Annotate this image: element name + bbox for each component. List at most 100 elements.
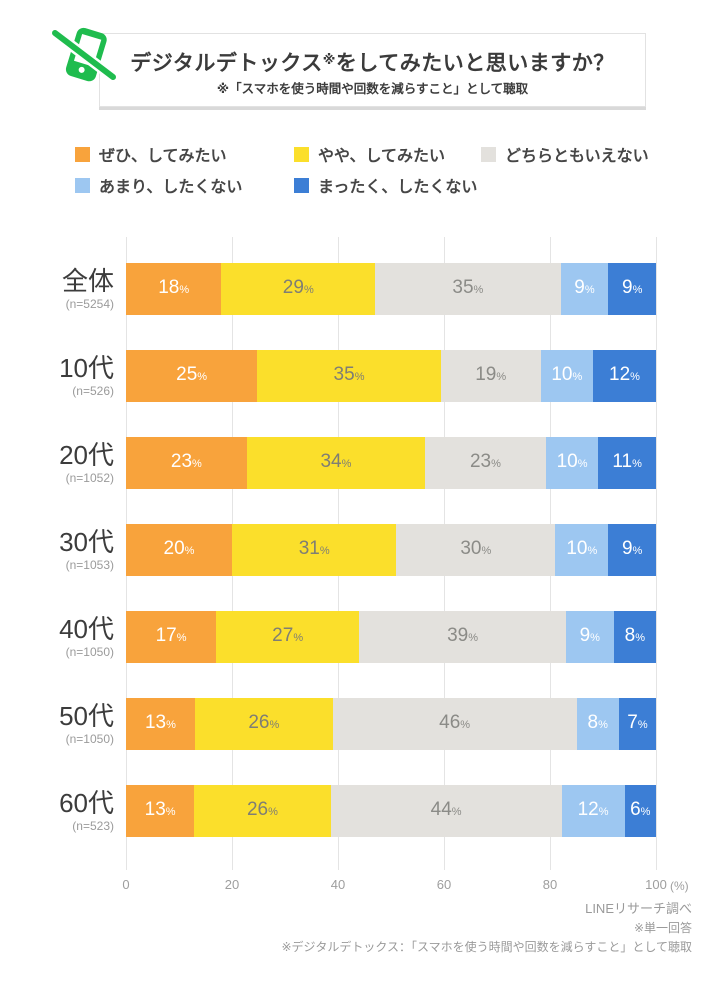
title-note-marker: ※ <box>322 52 336 67</box>
legend-swatch-icon <box>481 146 496 162</box>
segment-value-suffix: % <box>341 458 352 470</box>
segment-value-suffix: % <box>197 371 208 383</box>
category-label: 50代 <box>59 701 114 731</box>
bar-segment-3: 10% <box>555 524 609 576</box>
segment-value: 23% <box>469 451 501 472</box>
bar-segment-4: 11% <box>598 437 656 489</box>
segment-value: 10% <box>556 451 588 472</box>
footer-notes: LINEリサーチ調べ ※単一回答 ※デジタルデトックス：「スマホを使う時間や回数を減… <box>282 902 693 960</box>
chart-area: 全体 (n=5254) 18% 29% 35% 9% 9% 10代 (n=526) 25% 35% 1… <box>0 237 720 893</box>
bar-segment-3: 12% <box>561 785 625 837</box>
segment-value: 13% <box>144 712 176 733</box>
legend-item-0: ぜひ、してみたい <box>75 144 294 165</box>
segment-value: 19% <box>475 364 507 385</box>
sample-size-label: (n=1053) <box>65 558 114 572</box>
x-axis-unit-label: (%) <box>670 879 689 893</box>
segment-value-suffix: % <box>637 719 648 731</box>
segment-value: 23% <box>170 451 202 472</box>
bar-segment-0: 18% <box>126 263 222 315</box>
bar-segment-2: 30% <box>396 524 556 576</box>
segment-value-suffix: % <box>354 371 365 383</box>
segment-value: 17% <box>155 625 187 646</box>
segment-value: 13% <box>144 799 176 820</box>
segment-value: 35% <box>333 364 365 385</box>
x-axis-tick-100: 100 <box>645 877 667 892</box>
gridline-100 <box>656 237 657 870</box>
bar-segment-2: 46% <box>332 698 577 750</box>
chart-title-text: デジタルデトックス <box>130 52 323 75</box>
category-label-wrap: 40代 (n=1050) <box>0 611 114 663</box>
segment-value-suffix: % <box>496 371 507 383</box>
segment-value: 18% <box>158 277 190 298</box>
bar-segment-1: 31% <box>232 524 397 576</box>
stacked-bar: 13% 26% 46% 8% 7% <box>126 698 656 750</box>
segment-value-suffix: % <box>184 545 195 557</box>
bar-segment-0: 25% <box>126 350 258 402</box>
segment-value-suffix: % <box>491 458 501 470</box>
segment-value: 10% <box>566 538 598 559</box>
chart-title: デジタルデトックス※をしてみたいと思いますか？ <box>100 47 645 77</box>
bar-row-全体: 全体 (n=5254) 18% 29% 35% 9% 9% <box>0 263 720 315</box>
segment-value-suffix: % <box>481 545 492 557</box>
segment-value: 8% <box>624 625 645 646</box>
x-axis-tick-0: 0 <box>122 877 130 892</box>
segment-value: 35% <box>452 277 484 298</box>
bar-segment-2: 39% <box>359 611 566 663</box>
legend-item-3: あまり、したくない <box>75 175 294 196</box>
segment-value: 27% <box>272 625 304 646</box>
stacked-bar: 23% 34% 23% 10% 11% <box>126 437 656 489</box>
segment-value: 46% <box>439 712 471 733</box>
segment-value-suffix: % <box>635 632 645 644</box>
segment-value-suffix: % <box>577 458 588 470</box>
segment-value-suffix: % <box>584 284 595 296</box>
stacked-bar: 17% 27% 39% 9% 8% <box>126 611 656 663</box>
segment-value-suffix: % <box>640 806 651 818</box>
segment-value: 9% <box>574 277 595 298</box>
segment-value-suffix: % <box>192 458 202 470</box>
segment-value-suffix: % <box>598 719 608 731</box>
segment-value-suffix: % <box>468 632 478 644</box>
stacked-bar: 18% 29% 35% 9% 9% <box>126 263 657 315</box>
segment-value-suffix: % <box>166 719 176 731</box>
legend-swatch-icon <box>294 146 309 162</box>
bar-row-40代: 40代 (n=1050) 17% 27% 39% 9% 8% <box>0 611 720 663</box>
segment-value-suffix: % <box>268 806 278 818</box>
segment-value: 26% <box>246 799 278 820</box>
segment-value: 26% <box>248 712 280 733</box>
segment-value: 6% <box>630 799 651 820</box>
legend-item-1: やや、してみたい <box>294 144 481 165</box>
category-label: 10代 <box>59 353 114 383</box>
bar-segment-0: 20% <box>126 524 232 576</box>
x-axis-tick-80: 80 <box>542 877 558 892</box>
segment-value: 25% <box>176 364 208 385</box>
category-label: 40代 <box>59 614 114 644</box>
sample-size-label: (n=1050) <box>65 732 114 746</box>
bar-segment-1: 35% <box>257 350 441 402</box>
segment-value-suffix: % <box>319 545 330 557</box>
segment-value-suffix: % <box>630 371 640 383</box>
no-smartphone-icon <box>50 27 118 83</box>
legend: ぜひ、してみたい やや、してみたい どちらともいえないあまり、したくない まったく、し… <box>75 144 655 196</box>
legend-item-4: まったく、したくない <box>294 175 481 196</box>
bar-segment-4: 8% <box>613 611 656 663</box>
segment-value-suffix: % <box>572 371 583 383</box>
legend-label: どちらともいえない <box>505 148 649 165</box>
category-label-wrap: 60代 (n=523) <box>0 785 114 837</box>
bar-segment-0: 23% <box>126 437 247 489</box>
sample-size-label: (n=1052) <box>65 471 114 485</box>
category-label-wrap: 50代 (n=1050) <box>0 698 114 750</box>
segment-value: 30% <box>460 538 492 559</box>
bar-row-20代: 20代 (n=1052) 23% 34% 23% 10% 11% <box>0 437 720 489</box>
segment-value: 11% <box>612 451 642 472</box>
segment-value-suffix: % <box>451 806 462 818</box>
x-axis-tick-60: 60 <box>436 877 452 892</box>
segment-value: 9% <box>579 625 600 646</box>
sample-size-label: (n=526) <box>72 384 114 398</box>
legend-label: あまり、したくない <box>99 179 243 196</box>
segment-value-suffix: % <box>179 284 190 296</box>
legend-swatch-icon <box>75 177 90 193</box>
category-label: 60代 <box>59 788 114 818</box>
category-label: 全体 <box>61 266 114 296</box>
legend-swatch-icon <box>75 146 90 162</box>
segment-value-suffix: % <box>460 719 471 731</box>
